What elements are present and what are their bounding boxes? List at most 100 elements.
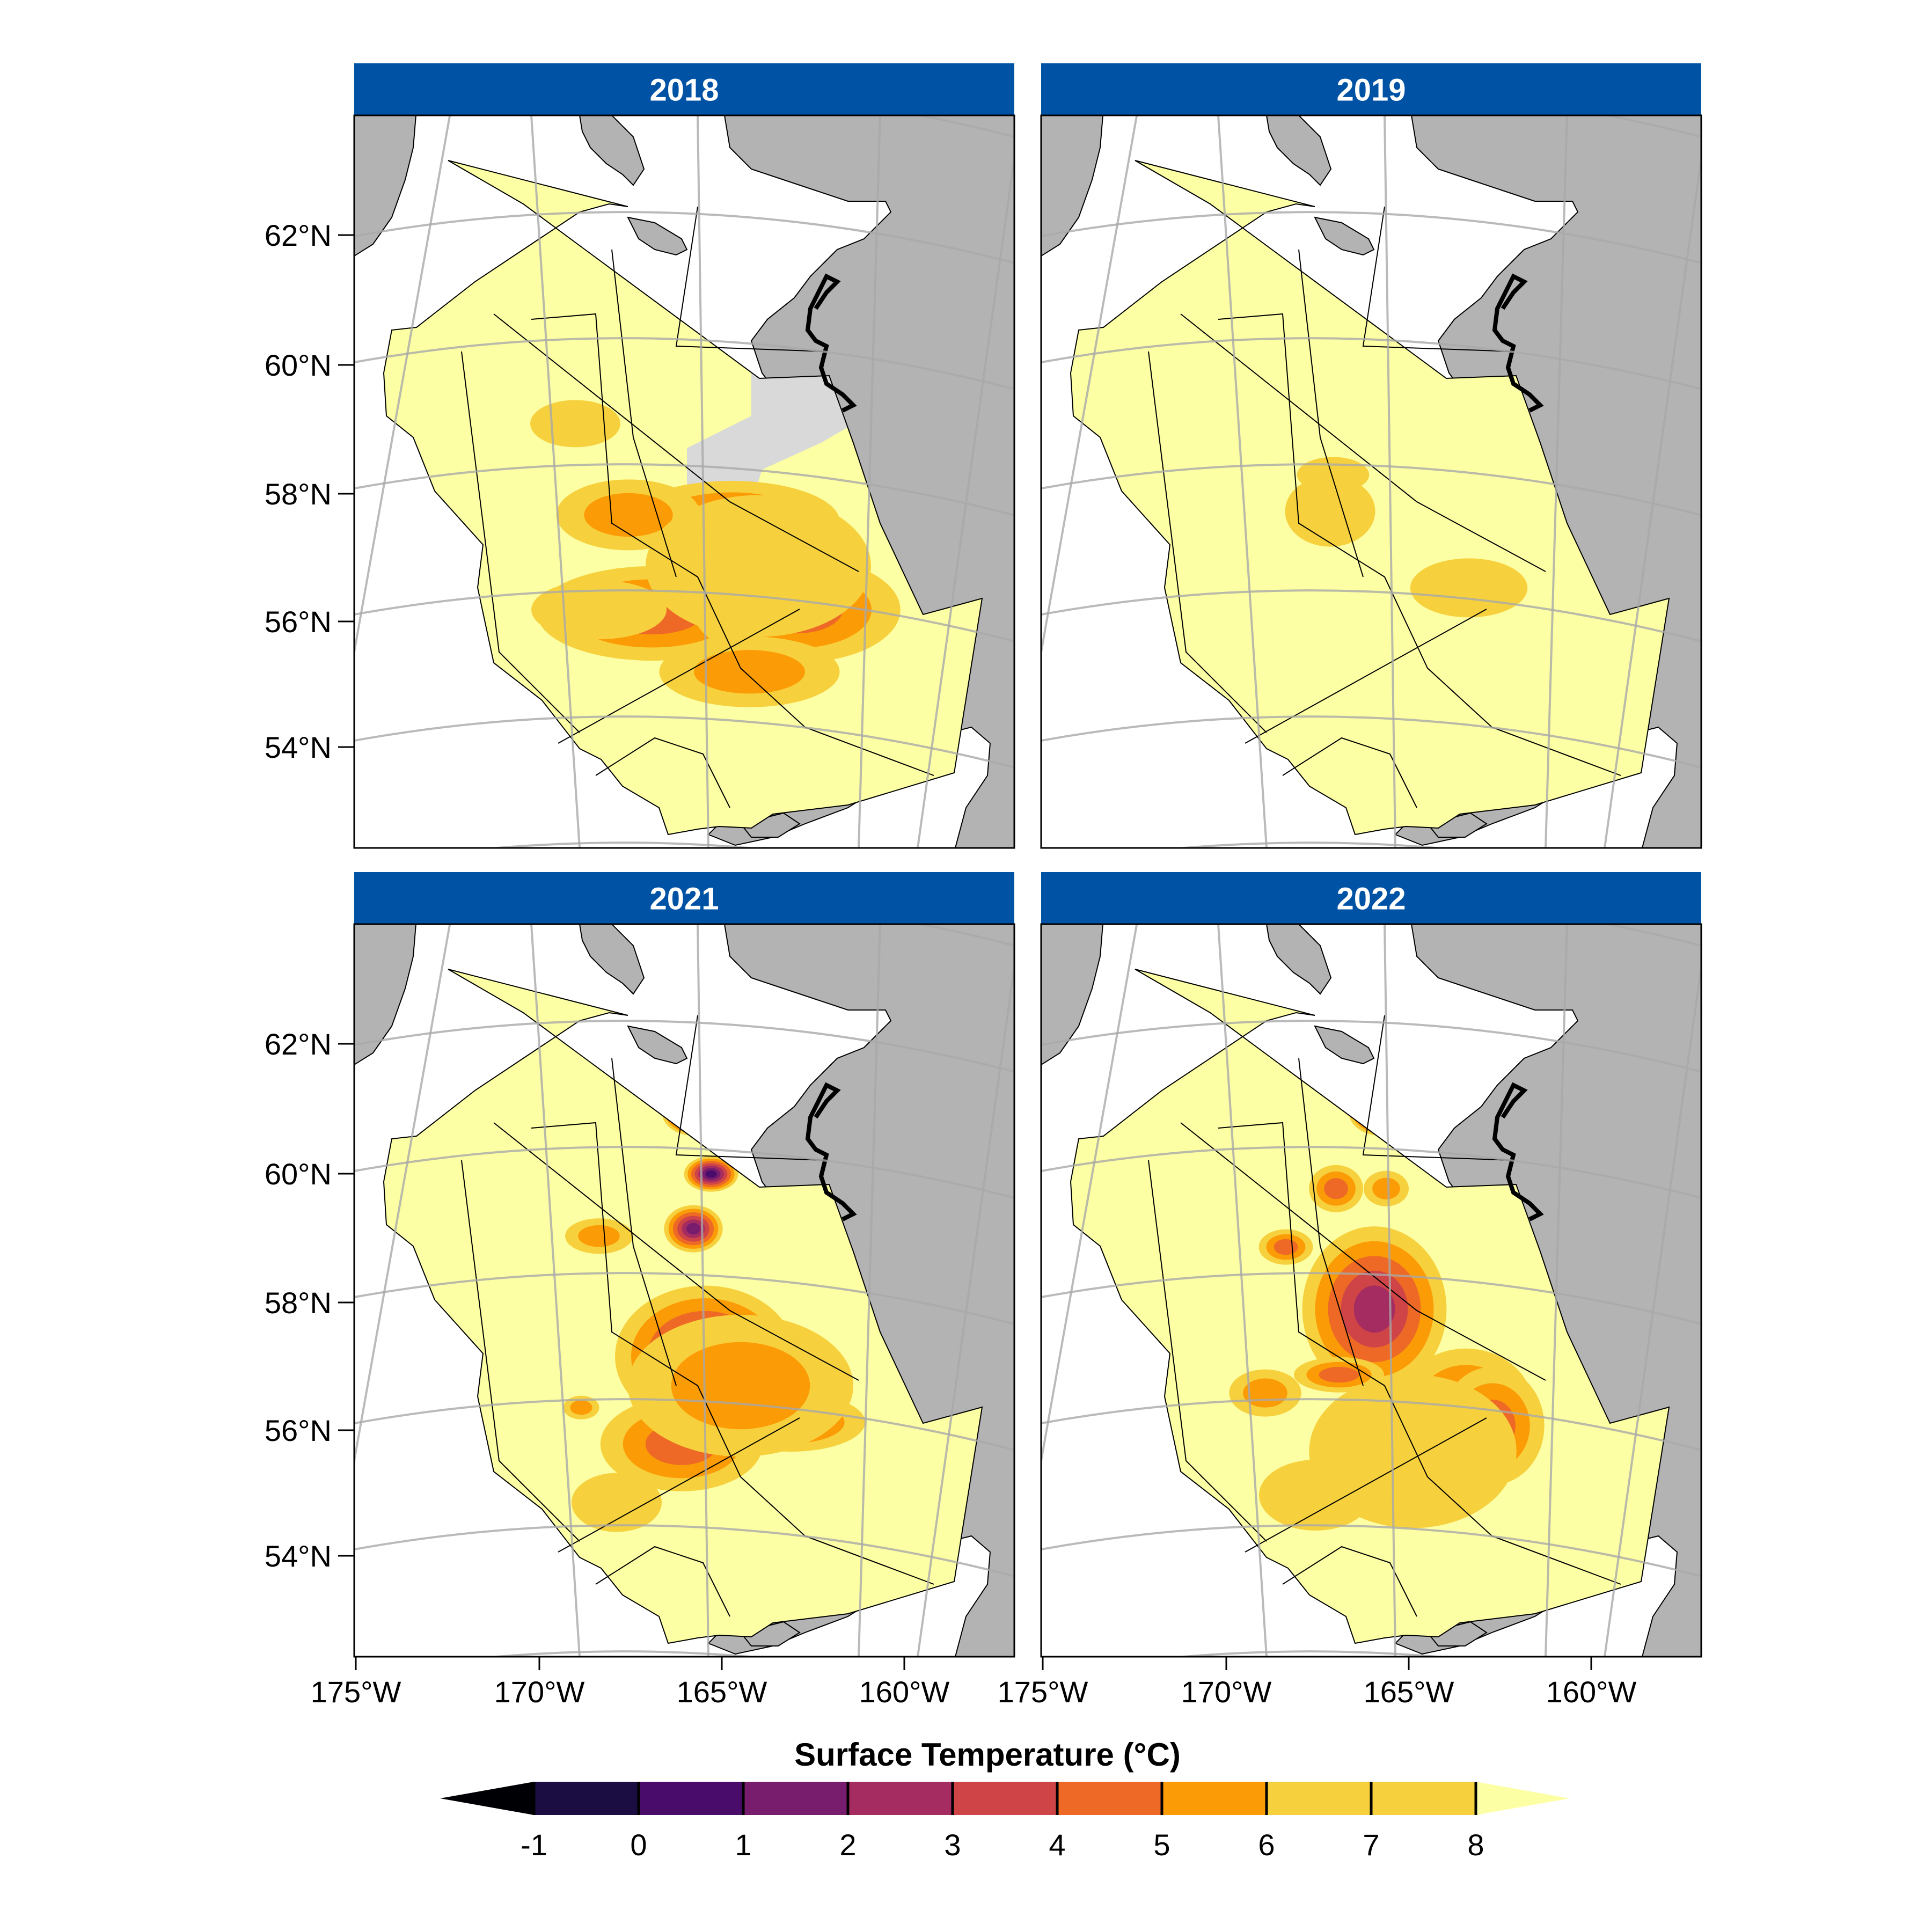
land-mass (1265, 115, 1332, 186)
graticule (1041, 115, 1701, 848)
lat-tick-label: 54°N (265, 1539, 332, 1573)
colorbar-tick-label: 7 (1363, 1828, 1379, 1862)
lat-tick-label: 60°N (265, 1157, 332, 1191)
land-mass (1426, 812, 1488, 838)
colorbar-tick-label: 5 (1153, 1828, 1170, 1862)
colorbar-tick-label: 4 (1049, 1828, 1065, 1862)
colorbar-bin (1057, 1782, 1162, 1815)
lon-tick-label: 175°W (998, 1675, 1088, 1709)
temperature-contour (584, 493, 673, 537)
land-mass (1314, 216, 1375, 256)
colorbar-bin (1371, 1782, 1476, 1815)
temperature-contour (578, 1225, 620, 1247)
stratum-line (611, 1058, 677, 1386)
stratum-line (558, 1417, 800, 1553)
colorbar-bin (1162, 1782, 1267, 1815)
stratum-line (1298, 1058, 1364, 1386)
land-mass (579, 924, 645, 995)
land-mass (740, 812, 801, 838)
temperature-contour (705, 1170, 717, 1178)
colorbar-tick-label: 3 (944, 1828, 961, 1862)
temperature-contour (572, 1473, 662, 1532)
temperature-contour (1353, 1285, 1395, 1333)
stratum-line (675, 206, 827, 352)
colorbar-bin (848, 1782, 953, 1815)
temperature-contour (1410, 558, 1528, 618)
stratum-line (1180, 1122, 1546, 1381)
land-mass (627, 1025, 688, 1065)
facet-strip (354, 63, 1014, 115)
stratum-line (493, 1122, 859, 1381)
temperature-contour (1372, 1177, 1400, 1200)
facet-strip-label: 2018 (649, 73, 719, 108)
survey-boundary (1070, 160, 1670, 836)
colorbar-bin (1267, 1782, 1372, 1815)
lat-tick-label: 58°N (265, 477, 332, 511)
colorbar-legend: Surface Temperature (°C) -1 0 1 2 3 4 5 6 7 8 (440, 1737, 1570, 1862)
survey-boundary (383, 969, 983, 1644)
land-mass (1041, 115, 1104, 257)
survey-boundary (383, 160, 983, 836)
delta-coastline (805, 273, 857, 413)
lat-tick-label: 56°N (265, 1414, 332, 1447)
temperature-contour (1274, 1239, 1298, 1255)
colorbar-min-arrow (440, 1782, 534, 1815)
stratum-line (1148, 351, 1267, 733)
legend-title: Surface Temperature (°C) (794, 1737, 1181, 1773)
colorbar-tick-label: -1 (521, 1828, 547, 1862)
stratum-line (1298, 249, 1364, 577)
colorbar-bin (534, 1782, 639, 1815)
lon-tick-label: 170°W (494, 1675, 585, 1709)
stratum-line (1282, 737, 1417, 808)
lat-tick-label: 54°N (265, 730, 332, 764)
stratum-line (1245, 1417, 1487, 1553)
temperature-contour (694, 650, 805, 694)
map-panel-2021: 2021 (353, 872, 1015, 1658)
temperature-contour (686, 1223, 701, 1235)
lon-tick-label: 160°W (859, 1675, 950, 1709)
land-mass (1265, 924, 1332, 995)
stratum-line (1362, 1015, 1514, 1161)
lat-tick-label: 62°N (265, 1027, 332, 1061)
stratum-line (611, 249, 677, 577)
temperature-contour (671, 1342, 810, 1430)
stratum-line (1245, 609, 1487, 744)
temperature-contour (1285, 475, 1375, 547)
stratum-line (461, 1160, 580, 1542)
stratum-line (1148, 1160, 1267, 1542)
temperature-contour (1324, 1178, 1348, 1199)
lat-tick-label: 62°N (265, 218, 332, 252)
stratum-line (1282, 1546, 1417, 1617)
land-mass (579, 115, 645, 186)
delta-coastline (1492, 273, 1544, 413)
panel-border (353, 923, 1015, 1658)
stratum-line (675, 1015, 827, 1161)
land-mass (627, 216, 688, 256)
stratum-line (1180, 313, 1546, 572)
colorbar-tick-label: 2 (839, 1828, 856, 1862)
panel-border (353, 114, 1015, 849)
land-mass (1041, 924, 1104, 1066)
temperature-contour (530, 400, 620, 448)
colorbar-tick-label: 8 (1467, 1828, 1484, 1862)
graticule (354, 924, 1014, 1657)
lon-tick-label: 165°W (1364, 1675, 1454, 1709)
temperature-contour (1319, 1366, 1359, 1383)
map-panel-2018: 2018 (353, 63, 1015, 849)
facet-strip (354, 872, 1014, 924)
temperature-contour (646, 495, 871, 637)
temperature-contour (1259, 1460, 1372, 1531)
land-mass (354, 924, 417, 1066)
temperature-contour (531, 580, 667, 640)
stratum-line (461, 351, 580, 733)
land-mass (740, 1621, 801, 1646)
lat-tick-label: 60°N (265, 348, 332, 382)
delta-coastline (1492, 1082, 1544, 1221)
land-mass (1426, 1621, 1488, 1646)
graticule (1041, 924, 1701, 1657)
facet-strip-label: 2019 (1336, 73, 1406, 108)
stratum-line (493, 313, 859, 572)
lat-tick-label: 56°N (265, 605, 332, 639)
facet-strip-label: 2022 (1336, 882, 1406, 917)
